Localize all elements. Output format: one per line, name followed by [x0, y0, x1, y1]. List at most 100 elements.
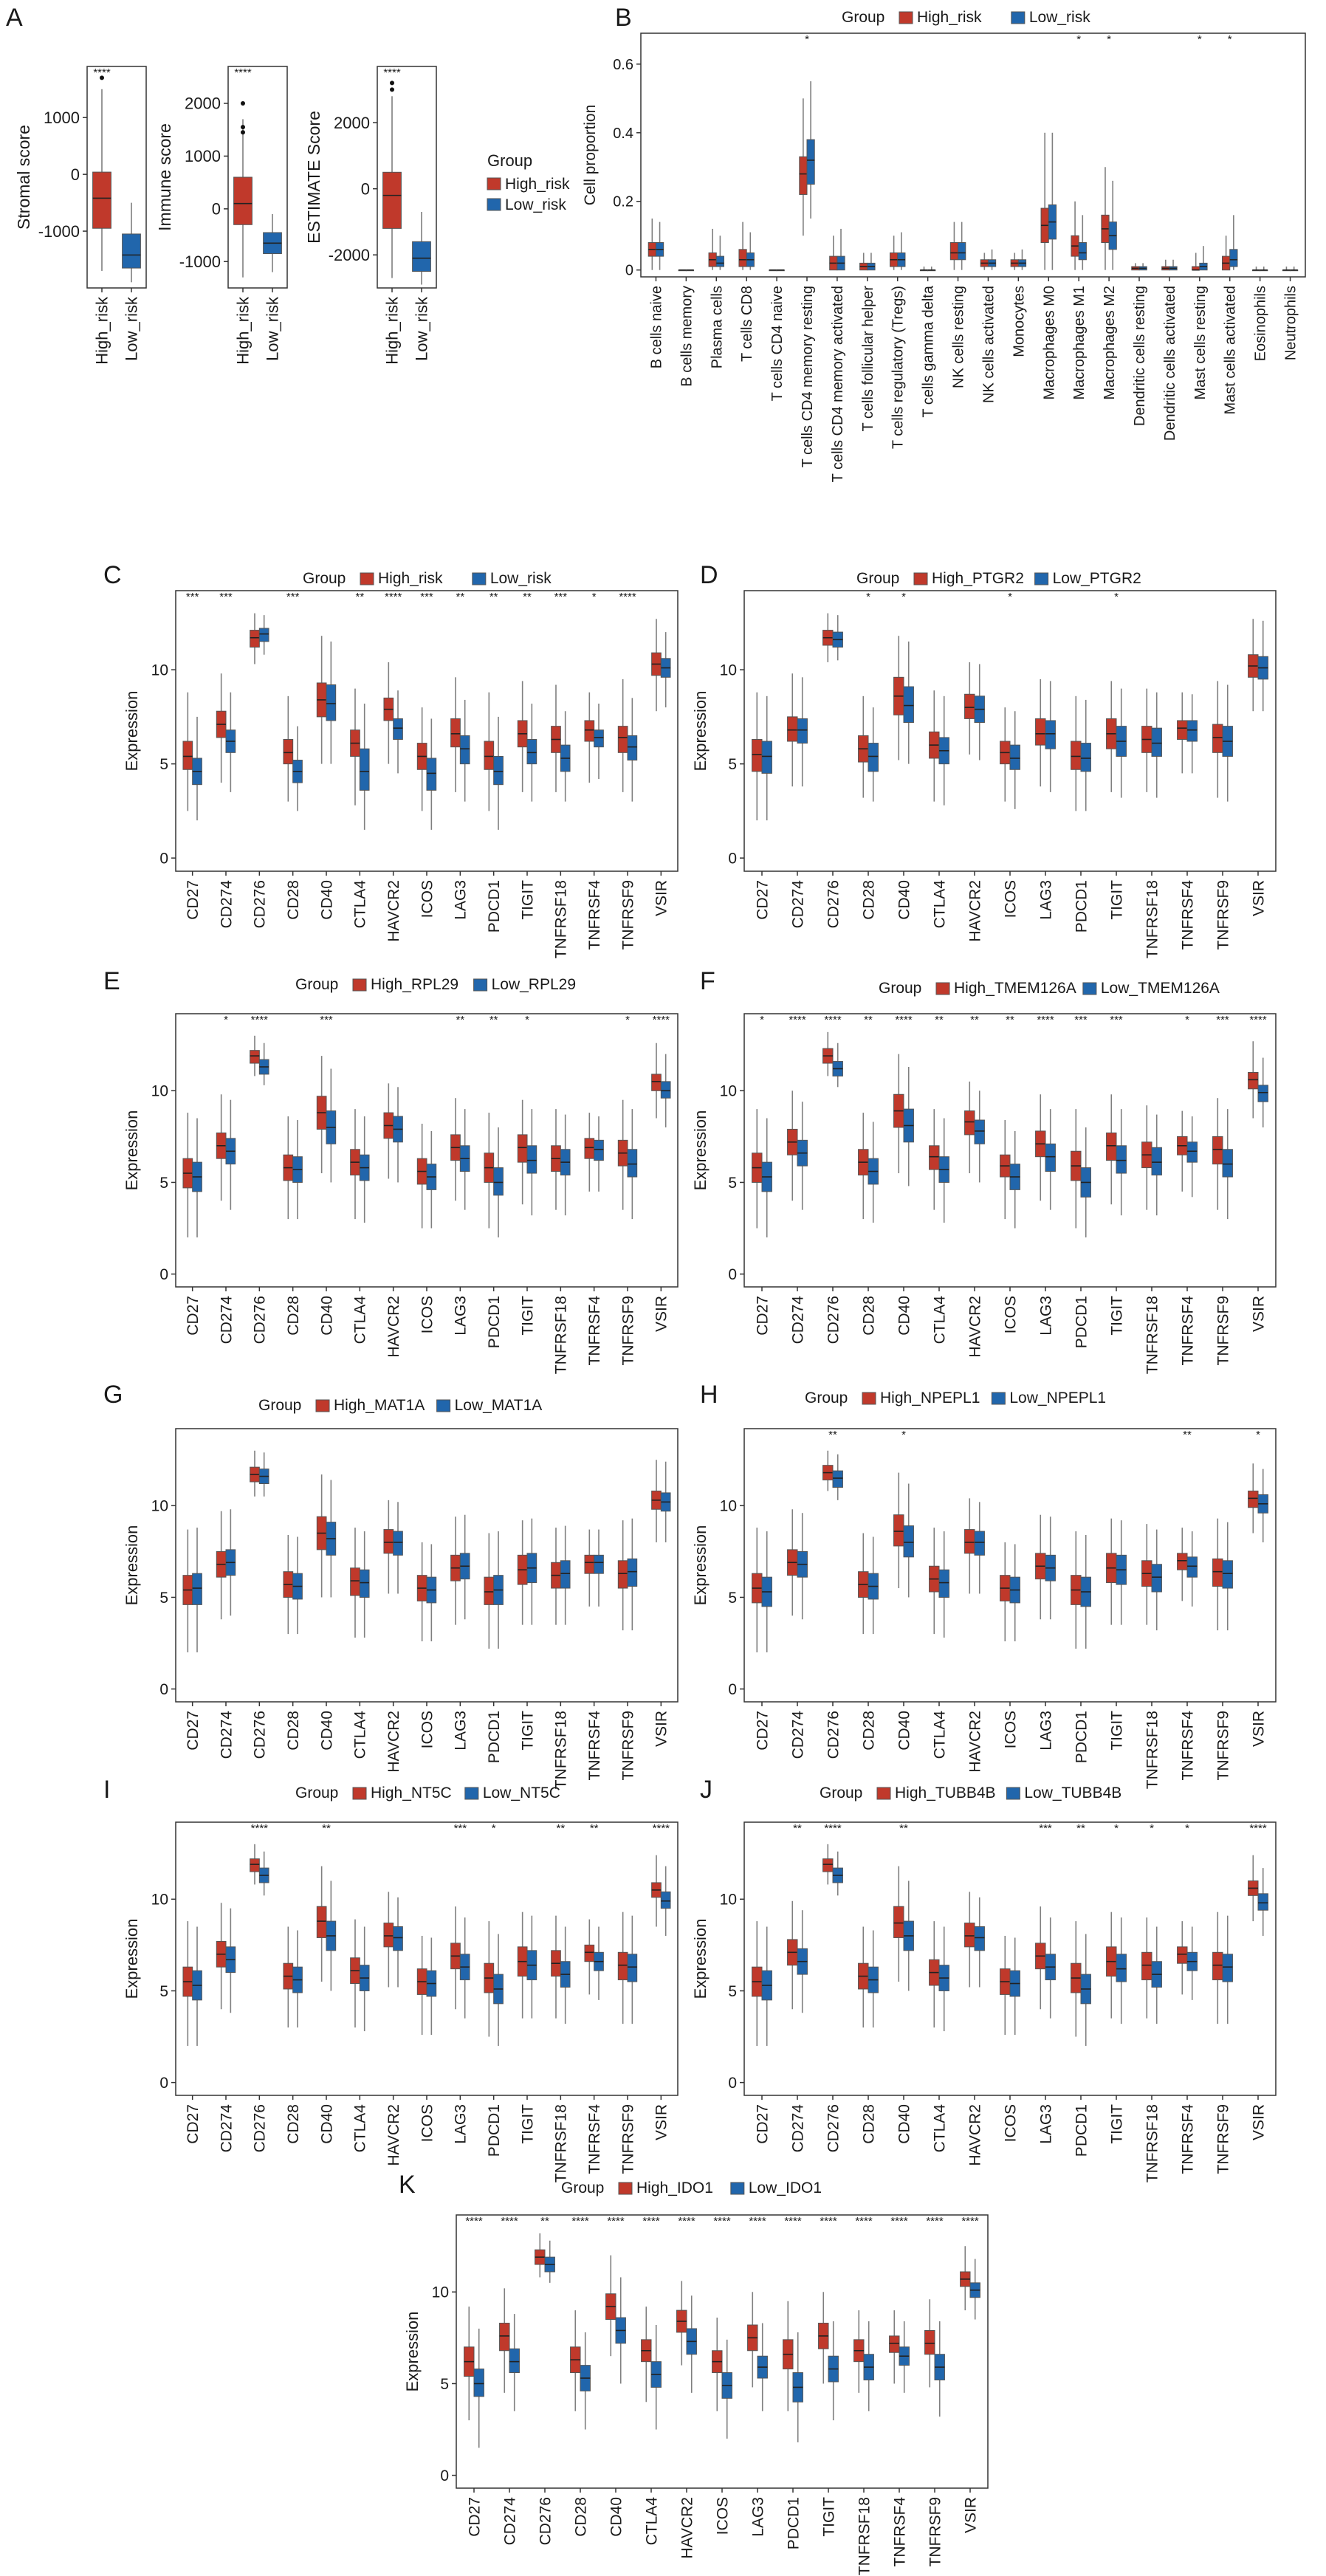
box-high_nt5c-icos [416, 1935, 427, 2036]
y-tick-label: 5 [159, 1590, 168, 1607]
panel-letter: A [6, 4, 23, 32]
x-tick-label: TIGIT [519, 1296, 536, 1336]
y-tick-label: 5 [159, 1175, 168, 1192]
x-tick-label: CD27 [754, 1296, 771, 1336]
box-body [192, 1573, 202, 1605]
box-high_risk-cd40 [316, 636, 327, 764]
box-low_nt5c-pdcd1 [493, 1934, 504, 2046]
y-tick-label: 5 [440, 2376, 449, 2393]
box-body [412, 241, 431, 272]
box-body [459, 735, 470, 765]
x-tick-label: TNFRSF18 [1144, 880, 1161, 958]
box-body [627, 735, 638, 761]
x-tick-label: CD276 [252, 1711, 269, 1759]
significance-label: ** [456, 591, 464, 603]
box-body [122, 233, 141, 269]
x-tick-label: TNFRSF9 [1215, 1296, 1231, 1366]
legend-title: Group [258, 1397, 301, 1414]
legend-swatch [876, 1787, 891, 1800]
box-high_rpl29-cd274 [216, 1094, 227, 1201]
panel-letter: D [700, 561, 718, 589]
legend-swatch [991, 1392, 1006, 1405]
box-low_risk-pdcd1 [493, 716, 504, 830]
significance-label: ** [899, 1822, 908, 1835]
box-body [1080, 743, 1091, 772]
significance-label: ** [935, 1014, 944, 1026]
box-high_risk-vsir [651, 619, 662, 712]
outlier-point [241, 130, 245, 135]
box-body [938, 1569, 949, 1598]
x-tick-label: CD276 [252, 880, 269, 928]
box-body [1186, 720, 1198, 742]
significance-label: **** [234, 66, 252, 79]
box-low_nt5c-tnfrsf18 [560, 1926, 571, 2024]
box-low_npepl1-cd276 [832, 1454, 843, 1500]
box-low_tmem126a-tnfrsf4 [1186, 1116, 1198, 1198]
box-high_risk-t-cells-cd4-naive [769, 269, 777, 272]
box-high_risk-t-cells-follicular-helper [859, 253, 868, 271]
box-high_tmem126a-cd276 [822, 1031, 834, 1076]
significance-label: ** [489, 591, 498, 603]
x-tick-label: TNFRSF4 [1179, 880, 1196, 950]
significance-label: * [901, 591, 906, 603]
box-body [233, 176, 253, 225]
box-high_rpl29-cd28 [283, 1116, 294, 1220]
box-high_npepl1-vsir [1248, 1463, 1259, 1533]
box-high_mat1a-cd28 [283, 1535, 294, 1635]
legend-swatch [899, 11, 913, 24]
legend-label: High_TUBB4B [895, 1785, 996, 1802]
box-high_mat1a-lag3 [450, 1517, 461, 1625]
box-high_tubb4b-ctla4 [929, 1921, 940, 2028]
box-low_risk-macrophages-m2 [1108, 180, 1117, 270]
significance-label: * [1076, 33, 1081, 46]
box-low_tmem126a-tnfrsf9 [1222, 1109, 1233, 1220]
box-high_nt5c-cd28 [283, 1926, 294, 2028]
significance-label: **** [383, 66, 401, 79]
box-low_risk-t-cells-cd4-memory-activated [837, 228, 845, 271]
box-low_risk-tnfrsf18 [560, 711, 571, 802]
box-high_nt5c-cd274 [216, 1903, 227, 2010]
box-high_rpl29-cd40 [316, 1056, 327, 1174]
box-high_tmem126a-lag3 [1035, 1094, 1046, 1201]
box-body [964, 693, 975, 719]
box-low_rpl29-cd274 [225, 1099, 236, 1210]
significance-label: **** [926, 2215, 944, 2228]
box-low_npepl1-cd274 [797, 1513, 808, 1620]
box-high_risk-b-cells-memory [678, 269, 687, 272]
box-high_tmem126a-cd40 [893, 1054, 904, 1174]
box-high_ptgr2-lag3 [1035, 679, 1046, 787]
box-high_risk-cd274 [216, 673, 227, 783]
legend-title: Group [561, 2180, 604, 2197]
panel-j: J 0 5 10 Expression CD27 CD274 CD276 CD28 CD40 CTL… [691, 1776, 1277, 2182]
y-tick-label: 0 [159, 850, 168, 867]
box-high_tmem126a-havcr2 [964, 1081, 975, 1174]
box-high_risk-monocytes [1010, 253, 1019, 270]
significance-label: **** [678, 2215, 695, 2228]
box-low_nt5c-tigit [526, 1915, 537, 2019]
box-high_mat1a-havcr2 [383, 1500, 394, 1594]
legend-swatch [1034, 572, 1049, 585]
box-low_risk-ctla4 [359, 704, 370, 830]
significance-label: **** [824, 1822, 842, 1835]
significance-label: * [1185, 1822, 1189, 1835]
x-tick-label: CD28 [285, 880, 302, 920]
box-low_risk-plasma-cells [715, 236, 724, 270]
box-low_nt5c-icos [426, 1937, 437, 2036]
panel-a2: -1000 0 1000 2000 Immune score High_risk Low_r… [155, 66, 288, 365]
box-low_ptgr2-havcr2 [974, 664, 985, 760]
box-low_mat1a-havcr2 [393, 1502, 403, 1594]
y-tick-label: 0 [361, 179, 370, 198]
significance-label: ** [970, 1014, 979, 1026]
box-high_npepl1-cd28 [858, 1533, 869, 1635]
box-body [752, 738, 763, 772]
plot-frame [640, 32, 1306, 278]
box-high_risk-t-cells-cd4-memory-activated [829, 236, 838, 271]
significance-label: **** [465, 2215, 483, 2228]
box-low_ptgr2-pdcd1 [1080, 699, 1091, 811]
x-tick-label: LAG3 [749, 2497, 766, 2537]
x-tick-label: CD28 [860, 1296, 877, 1336]
x-tick-label: Mast cells resting [1192, 286, 1209, 400]
y-tick-label: 0 [728, 2075, 737, 2092]
x-tick-label: TIGIT [519, 2104, 536, 2144]
